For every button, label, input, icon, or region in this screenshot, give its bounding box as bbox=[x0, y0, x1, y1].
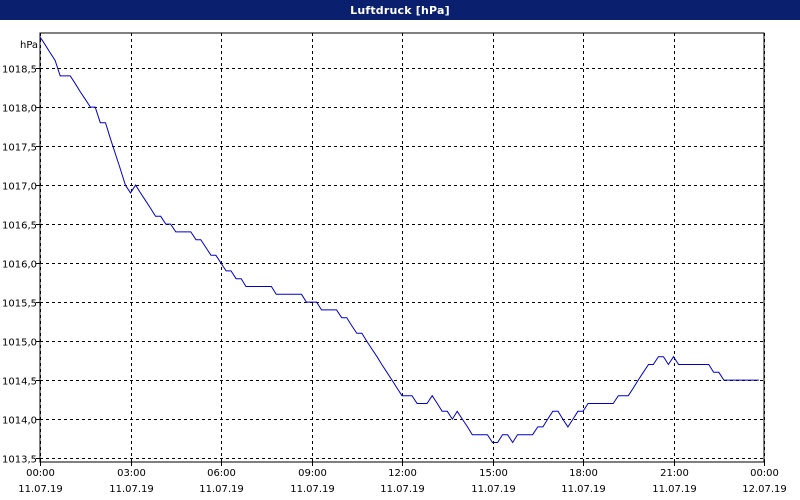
x-tick-date-label: 11.07.19 bbox=[471, 484, 516, 495]
x-tick-time-label: 03:00 bbox=[117, 468, 146, 479]
y-tick-label: 1014,0 bbox=[2, 416, 37, 427]
y-axis-unit-label: hPa bbox=[20, 40, 38, 51]
x-tick-date-label: 11.07.19 bbox=[652, 484, 697, 495]
y-tick-label: 1016,0 bbox=[2, 260, 37, 271]
x-tick-date-label: 12.07.19 bbox=[742, 484, 787, 495]
x-tick-date-label: 11.07.19 bbox=[561, 484, 606, 495]
y-tick-label: 1017,5 bbox=[2, 143, 37, 154]
chart-title-bar: Luftdruck [hPa] bbox=[0, 0, 800, 20]
y-tick-label: 1015,0 bbox=[2, 338, 37, 349]
x-tick-time-label: 09:00 bbox=[298, 468, 327, 479]
x-tick-time-label: 00:00 bbox=[750, 468, 779, 479]
x-tick-time-label: 12:00 bbox=[388, 468, 417, 479]
y-tick-label: 1018,5 bbox=[2, 65, 37, 76]
plot-area bbox=[39, 32, 765, 463]
y-tick-label: 1016,5 bbox=[2, 221, 37, 232]
x-tick-date-label: 11.07.19 bbox=[380, 484, 425, 495]
x-tick-time-label: 15:00 bbox=[479, 468, 508, 479]
x-tick-time-label: 00:00 bbox=[26, 468, 55, 479]
y-tick-label: 1015,5 bbox=[2, 299, 37, 310]
x-tick-date-label: 11.07.19 bbox=[18, 484, 63, 495]
x-tick-date-label: 11.07.19 bbox=[109, 484, 154, 495]
y-tick-label: 1014,5 bbox=[2, 377, 37, 388]
pressure-series-line bbox=[39, 36, 759, 444]
y-tick-label: 1017,0 bbox=[2, 182, 37, 193]
chart-title: Luftdruck [hPa] bbox=[350, 3, 450, 17]
x-tick-time-label: 21:00 bbox=[660, 468, 689, 479]
y-tick-label: 1018,0 bbox=[2, 104, 37, 115]
x-tick-date-label: 11.07.19 bbox=[290, 484, 335, 495]
x-tick-date-label: 11.07.19 bbox=[199, 484, 244, 495]
x-tick-time-label: 18:00 bbox=[569, 468, 598, 479]
x-tick-time-label: 06:00 bbox=[207, 468, 236, 479]
y-tick-label: 1013,5 bbox=[2, 455, 37, 466]
